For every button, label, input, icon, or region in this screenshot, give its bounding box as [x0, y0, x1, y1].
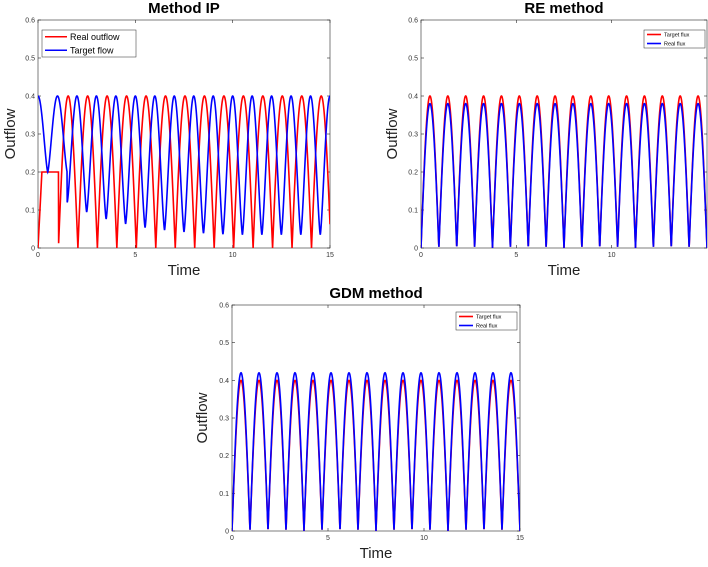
y-tick-label: 0.2 — [408, 170, 418, 177]
y-tick-label: 0.6 — [408, 18, 418, 25]
legend-label: Real outflow — [70, 32, 120, 42]
x-axis-label: Time — [168, 262, 201, 279]
y-tick-label: 0.6 — [25, 18, 35, 25]
x-tick-label: 10 — [229, 252, 237, 259]
y-tick-label: 0 — [414, 246, 418, 253]
x-tick-label: 0 — [36, 252, 40, 259]
x-tick-label: 15 — [326, 252, 334, 259]
chart-2: GDM method 0 0.1 0.2 0.3 0.4 0.5 0.6 0 5 10 15 Time O… — [194, 285, 524, 562]
chart-0: Method IP 0 0.1 0.2 0.3 0.4 0.5 0.6 0 5 10 15 Time Ou… — [2, 0, 334, 279]
x-tick-label: 0 — [230, 535, 234, 542]
y-tick-label: 0.3 — [408, 132, 418, 139]
x-tick-label: 10 — [608, 252, 616, 259]
y-tick-label: 0.4 — [25, 94, 35, 101]
y-tick-label: 0.4 — [408, 94, 418, 101]
y-axis-label: Outflow — [194, 392, 211, 443]
plot-area — [420, 19, 708, 249]
x-axis-label: Time — [548, 262, 581, 279]
y-tick-label: 0.2 — [25, 170, 35, 177]
legend-label: Target flow — [70, 45, 114, 55]
legend-label: Target flux — [476, 314, 502, 320]
chart-title: Method IP — [148, 0, 220, 17]
series-line-real-flux — [232, 371, 520, 531]
y-tick-label: 0.5 — [408, 56, 418, 63]
x-tick-label: 15 — [516, 535, 524, 542]
y-tick-label: 0.6 — [219, 303, 229, 310]
chart-title: RE method — [524, 0, 603, 17]
y-tick-label: 0.5 — [25, 56, 35, 63]
y-tick-label: 0 — [31, 246, 35, 253]
chart-title: GDM method — [329, 285, 422, 302]
y-axis-label: Outflow — [384, 108, 401, 159]
y-tick-label: 0.2 — [219, 453, 229, 460]
legend-label: Target flux — [664, 32, 690, 38]
y-tick-label: 0.1 — [25, 208, 35, 215]
series-line-real-outflow — [38, 95, 330, 248]
legend-box — [41, 29, 137, 58]
legend-label: Real flux — [664, 41, 686, 47]
series-line-real-flux — [421, 102, 707, 248]
x-tick-label: 10 — [420, 535, 428, 542]
y-axis-label: Outflow — [2, 108, 19, 159]
x-tick-label: 0 — [419, 252, 423, 259]
y-tick-label: 0.1 — [219, 491, 229, 498]
legend-label: Real flux — [476, 323, 498, 329]
plot-area — [231, 304, 521, 532]
x-axis-label: Time — [360, 545, 393, 562]
series-line-target-flow — [38, 95, 330, 235]
x-tick-label: 5 — [514, 252, 518, 259]
y-tick-label: 0 — [225, 529, 229, 536]
y-tick-label: 0.3 — [25, 132, 35, 139]
x-tick-label: 5 — [326, 535, 330, 542]
y-tick-label: 0.1 — [408, 208, 418, 215]
y-tick-label: 0.5 — [219, 340, 229, 347]
y-tick-label: 0.3 — [219, 416, 229, 423]
x-tick-label: 5 — [133, 252, 137, 259]
y-tick-label: 0.4 — [219, 378, 229, 385]
chart-1: RE method 0 0.1 0.2 0.3 0.4 0.5 0.6 0 5 10 Time Outf… — [384, 0, 708, 279]
